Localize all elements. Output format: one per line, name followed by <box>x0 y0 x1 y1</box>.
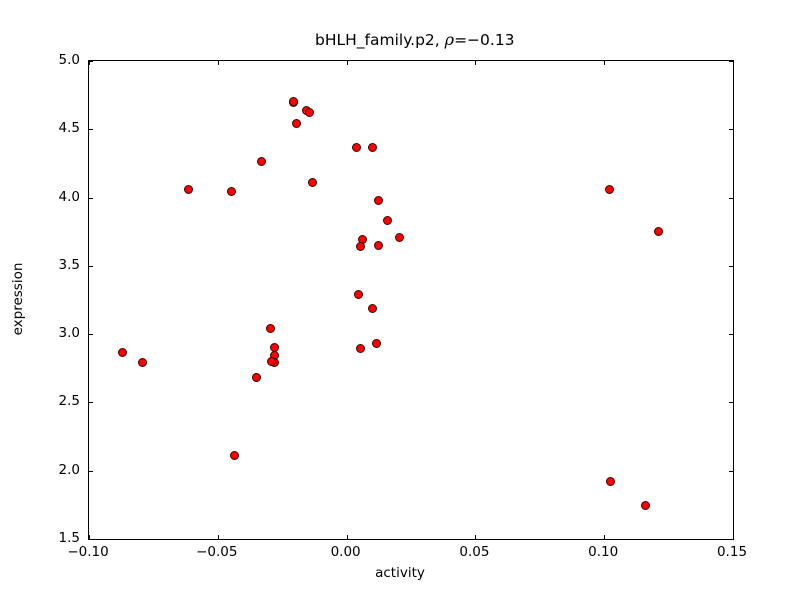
scatter-point <box>372 339 382 349</box>
y-tick-right <box>729 402 733 404</box>
x-tick-bottom <box>89 535 90 539</box>
y-tick-label: 3.5 <box>58 256 80 273</box>
y-tick-right <box>729 61 733 62</box>
y-tick-right <box>729 129 733 131</box>
scatter-point <box>653 226 663 236</box>
x-tick-top <box>475 61 477 65</box>
scatter-point <box>394 232 404 242</box>
x-tick-top <box>217 61 219 65</box>
x-tick-label: −0.10 <box>67 544 109 560</box>
y-tick-label: 2.5 <box>58 393 80 410</box>
y-tick-label: 4.5 <box>58 120 80 137</box>
scatter-point <box>353 290 363 300</box>
scatter-points-layer <box>89 61 733 539</box>
y-tick-left <box>89 129 93 131</box>
y-tick-left <box>89 470 93 472</box>
scatter-point <box>307 178 317 188</box>
scatter-point <box>226 187 236 197</box>
scatter-point <box>304 108 314 118</box>
y-tick-label: 3.0 <box>58 325 80 342</box>
y-tick-right <box>729 470 733 472</box>
plot-area <box>88 60 734 540</box>
x-tick-bottom <box>475 535 477 539</box>
x-tick-label: −0.05 <box>196 544 238 560</box>
x-tick-bottom <box>346 535 348 539</box>
scatter-point <box>229 450 239 460</box>
scatter-point <box>184 184 194 194</box>
y-tick-right <box>729 265 733 267</box>
x-tick-top <box>733 61 734 65</box>
x-tick-bottom <box>604 535 606 539</box>
scatter-point <box>251 373 261 383</box>
scatter-point <box>352 143 362 153</box>
scatter-point <box>605 184 615 194</box>
rho-value: =−0.13 <box>454 30 515 49</box>
x-tick-top <box>346 61 348 65</box>
scatter-point <box>367 304 377 314</box>
chart-title-line-1-prefix: bHLH_family.p2, <box>315 30 445 49</box>
x-tick-label: 0.00 <box>330 544 361 560</box>
scatter-point <box>291 119 301 129</box>
scatter-point <box>606 477 616 487</box>
y-tick-label: 5.0 <box>58 52 80 68</box>
rho-symbol: ρ <box>444 29 455 49</box>
scatter-point <box>641 501 651 511</box>
x-tick-label: 0.15 <box>716 544 748 560</box>
y-axis-label: expression <box>10 262 26 336</box>
x-tick-label: 0.10 <box>588 544 619 560</box>
scatter-point <box>373 240 383 250</box>
y-tick-left <box>89 402 93 404</box>
x-tick-top <box>89 61 90 65</box>
scatter-point <box>373 195 383 205</box>
x-axis-label: activity <box>375 565 425 581</box>
y-tick-right <box>729 334 733 336</box>
scatter-point <box>257 157 267 167</box>
x-tick-bottom <box>217 535 219 539</box>
y-tick-label: 4.0 <box>58 188 80 205</box>
scatter-point <box>356 242 366 252</box>
scatter-point <box>368 142 378 152</box>
scatter-point <box>118 348 128 358</box>
scatter-point <box>137 358 147 368</box>
y-tick-right <box>729 197 733 199</box>
y-tick-left <box>89 334 93 336</box>
x-tick-bottom <box>733 535 734 539</box>
scatter-point <box>356 344 366 354</box>
scatter-point <box>267 356 277 366</box>
y-tick-left <box>89 539 93 540</box>
y-tick-left <box>89 61 93 62</box>
y-tick-left <box>89 197 93 199</box>
scatter-point <box>266 323 276 333</box>
x-tick-top <box>604 61 606 65</box>
scatter-point <box>383 216 393 226</box>
y-tick-label: 2.0 <box>58 461 80 478</box>
scatter-point <box>288 97 298 107</box>
y-tick-left <box>89 265 93 267</box>
y-tick-right <box>729 539 733 540</box>
y-tick-label: 1.5 <box>58 530 80 546</box>
x-tick-label: 0.05 <box>459 544 490 560</box>
